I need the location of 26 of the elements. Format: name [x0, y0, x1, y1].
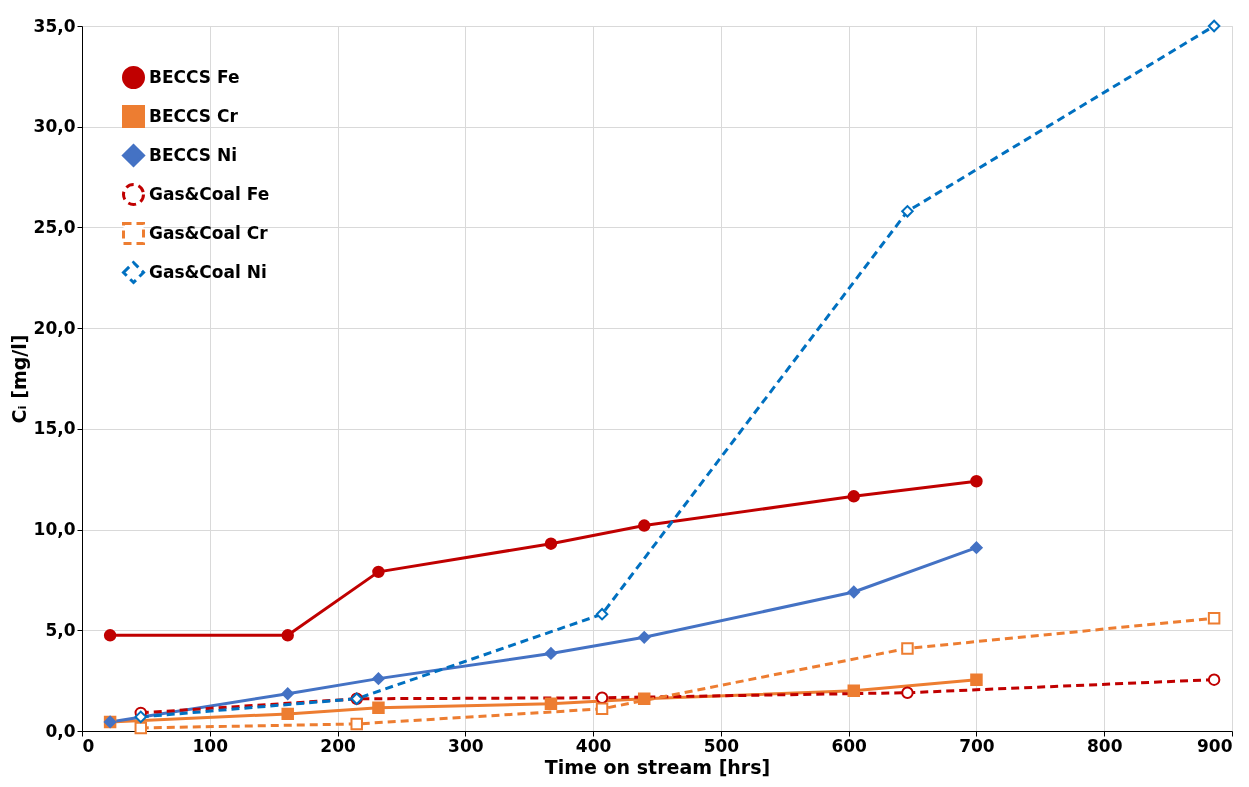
legend-label: Gas&Coal Ni: [149, 261, 267, 282]
legend-label: BECCS Fe: [149, 66, 240, 87]
y-tick-label: 35,0: [33, 15, 76, 36]
x-tick-label: 500: [703, 735, 740, 756]
y-tick-label: 20,0: [33, 317, 76, 338]
x-tick-label: 300: [448, 735, 484, 756]
y-tick-label: 10,0: [33, 519, 76, 540]
y-tick-label: 0,0: [45, 720, 76, 741]
x-axis-title: Time on stream [hrs]: [544, 755, 771, 778]
legend-label: BECCS Cr: [149, 105, 239, 126]
x-tick-label: 400: [575, 735, 612, 756]
x-tick-label: 900: [1197, 735, 1233, 756]
y-tick-label: 5,0: [45, 619, 76, 640]
y-tick-label: 30,0: [33, 116, 76, 137]
legend-label: BECCS Ni: [149, 144, 238, 165]
x-tick-label: 600: [831, 735, 868, 756]
y-tick-label: 15,0: [33, 418, 76, 439]
legend-label: Gas&Coal Cr: [149, 222, 269, 243]
x-tick-label: 0: [82, 735, 95, 756]
x-tick-label: 200: [320, 735, 356, 756]
y-axis-title: Cᵢ [mg/l]: [7, 334, 30, 424]
y-tick-label: 25,0: [33, 216, 76, 237]
x-tick-label: 100: [192, 735, 229, 756]
x-tick-label: 700: [959, 735, 995, 756]
legend-label: Gas&Coal Fe: [149, 183, 270, 204]
x-tick-label: 800: [1086, 735, 1123, 756]
